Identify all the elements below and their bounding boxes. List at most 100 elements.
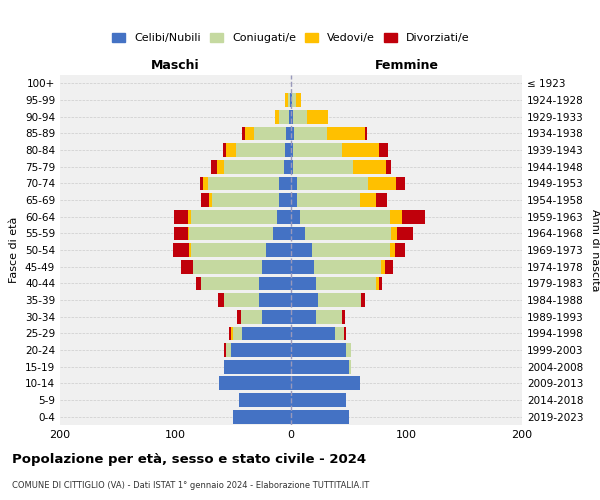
Bar bbox=[344, 326, 346, 340]
Bar bbox=[280, 110, 289, 124]
Bar bbox=[175, 210, 188, 224]
Bar bbox=[307, 110, 328, 124]
Bar bbox=[200, 176, 203, 190]
Bar bbox=[291, 193, 297, 207]
Bar bbox=[293, 160, 353, 173]
Bar bbox=[188, 210, 191, 224]
Bar bbox=[327, 126, 365, 140]
Bar bbox=[395, 243, 406, 257]
Bar bbox=[201, 193, 209, 207]
Text: Maschi: Maschi bbox=[151, 58, 200, 71]
Bar bbox=[175, 226, 188, 240]
Bar bbox=[291, 160, 293, 173]
Bar bbox=[289, 110, 291, 124]
Bar bbox=[297, 193, 360, 207]
Bar bbox=[293, 143, 342, 157]
Bar bbox=[233, 410, 291, 424]
Bar bbox=[285, 143, 291, 157]
Bar bbox=[286, 126, 291, 140]
Bar bbox=[231, 326, 233, 340]
Bar bbox=[376, 276, 379, 290]
Legend: Celibi/Nubili, Coniugati/e, Vedovi/e, Divorziati/e: Celibi/Nubili, Coniugati/e, Vedovi/e, Di… bbox=[108, 28, 474, 48]
Bar bbox=[224, 360, 291, 374]
Bar bbox=[293, 110, 307, 124]
Bar bbox=[317, 293, 361, 307]
Bar bbox=[361, 293, 365, 307]
Bar bbox=[342, 310, 345, 324]
Bar bbox=[349, 360, 351, 374]
Bar bbox=[266, 243, 291, 257]
Bar bbox=[292, 93, 296, 107]
Bar bbox=[381, 260, 385, 274]
Bar bbox=[231, 343, 291, 357]
Bar bbox=[208, 176, 280, 190]
Bar bbox=[402, 210, 425, 224]
Bar bbox=[237, 310, 241, 324]
Bar bbox=[217, 160, 224, 173]
Bar bbox=[280, 176, 291, 190]
Bar bbox=[291, 176, 297, 190]
Bar bbox=[396, 176, 406, 190]
Bar bbox=[173, 243, 190, 257]
Bar bbox=[224, 160, 284, 173]
Bar bbox=[300, 210, 391, 224]
Bar bbox=[259, 276, 291, 290]
Bar bbox=[201, 276, 259, 290]
Bar bbox=[191, 243, 266, 257]
Y-axis label: Anni di nascita: Anni di nascita bbox=[590, 209, 600, 291]
Bar bbox=[291, 343, 346, 357]
Bar bbox=[277, 210, 291, 224]
Bar bbox=[245, 126, 254, 140]
Bar bbox=[391, 243, 395, 257]
Bar bbox=[291, 276, 316, 290]
Bar bbox=[226, 143, 236, 157]
Bar bbox=[376, 193, 387, 207]
Bar bbox=[291, 293, 317, 307]
Bar bbox=[291, 376, 360, 390]
Bar bbox=[236, 143, 285, 157]
Bar bbox=[291, 93, 292, 107]
Bar bbox=[379, 276, 382, 290]
Bar bbox=[218, 293, 224, 307]
Bar bbox=[272, 226, 291, 240]
Bar bbox=[391, 226, 397, 240]
Bar bbox=[280, 193, 291, 207]
Bar bbox=[291, 243, 312, 257]
Bar bbox=[316, 276, 376, 290]
Bar bbox=[353, 160, 386, 173]
Text: Femmine: Femmine bbox=[374, 58, 439, 71]
Bar bbox=[259, 293, 291, 307]
Bar bbox=[386, 160, 391, 173]
Bar bbox=[291, 260, 314, 274]
Bar bbox=[291, 143, 293, 157]
Bar bbox=[316, 310, 342, 324]
Bar bbox=[287, 93, 290, 107]
Bar bbox=[191, 210, 277, 224]
Bar bbox=[275, 110, 280, 124]
Bar bbox=[226, 343, 231, 357]
Bar bbox=[291, 226, 305, 240]
Bar bbox=[233, 326, 242, 340]
Bar bbox=[242, 126, 245, 140]
Bar bbox=[360, 193, 376, 207]
Bar bbox=[291, 410, 349, 424]
Bar bbox=[295, 126, 327, 140]
Bar bbox=[223, 143, 226, 157]
Bar bbox=[224, 343, 226, 357]
Bar bbox=[368, 176, 396, 190]
Bar bbox=[291, 310, 316, 324]
Bar bbox=[305, 226, 391, 240]
Bar bbox=[291, 210, 300, 224]
Text: Popolazione per età, sesso e stato civile - 2024: Popolazione per età, sesso e stato civil… bbox=[12, 452, 366, 466]
Bar bbox=[346, 343, 351, 357]
Text: COMUNE DI CITTIGLIO (VA) - Dati ISTAT 1° gennaio 2024 - Elaborazione TUTTITALIA.: COMUNE DI CITTIGLIO (VA) - Dati ISTAT 1°… bbox=[12, 481, 369, 490]
Bar bbox=[262, 260, 291, 274]
Bar bbox=[291, 360, 349, 374]
Bar bbox=[224, 293, 259, 307]
Bar bbox=[241, 310, 262, 324]
Bar bbox=[188, 226, 190, 240]
Bar bbox=[212, 193, 280, 207]
Bar bbox=[239, 393, 291, 407]
Bar bbox=[220, 376, 291, 390]
Bar bbox=[397, 226, 413, 240]
